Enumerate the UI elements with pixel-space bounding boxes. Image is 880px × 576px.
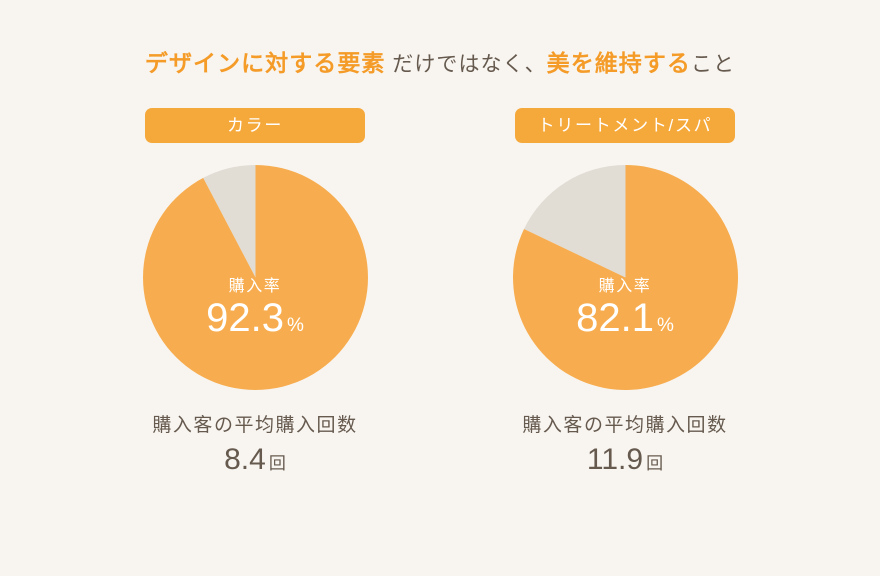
title-mid: だけではなく、 (385, 53, 546, 76)
sub-caption: 購入客の平均購入回数 (152, 410, 357, 437)
rate-unit: % (287, 315, 304, 336)
sub-value: 11.9回 (522, 443, 727, 477)
sub-unit: 回 (646, 454, 663, 473)
title-lead: デザインに対する要素 (145, 50, 386, 76)
rate-caption: 購入率 (599, 272, 652, 296)
pie-chart: 購入率 82.1% (513, 165, 738, 390)
pie-center-label: 購入率 82.1% (513, 165, 738, 390)
rate-value: 92.3% (206, 298, 304, 338)
sub-caption: 購入客の平均購入回数 (522, 410, 727, 437)
chart-sub: 購入客の平均購入回数 11.9回 (522, 410, 727, 477)
page-title: デザインに対する要素 だけではなく、美を維持すること (145, 44, 735, 78)
chart-tag: トリートメント/スパ (515, 108, 735, 143)
rate-caption: 購入率 (229, 272, 282, 296)
pie-center-label: 購入率 92.3% (143, 165, 368, 390)
rate-unit: % (657, 315, 674, 336)
chart-color: カラー 購入率 92.3% 購入客の平均購入回数 8.4回 (115, 108, 395, 477)
sub-value: 8.4回 (152, 443, 357, 477)
chart-sub: 購入客の平均購入回数 8.4回 (152, 410, 357, 477)
page: デザインに対する要素 だけではなく、美を維持すること カラー 購入率 92.3%… (0, 0, 880, 576)
chart-tag: カラー (145, 108, 365, 143)
title-tail: こと (691, 53, 735, 76)
rate-value: 82.1% (576, 298, 674, 338)
sub-unit: 回 (269, 454, 286, 473)
pie-chart: 購入率 92.3% (143, 165, 368, 390)
charts-row: カラー 購入率 92.3% 購入客の平均購入回数 8.4回 トリートメント/スパ (115, 108, 765, 477)
title-accent2: 美を維持する (547, 50, 691, 76)
chart-treatment: トリートメント/スパ 購入率 82.1% 購入客の平均購入回数 11.9回 (485, 108, 765, 477)
